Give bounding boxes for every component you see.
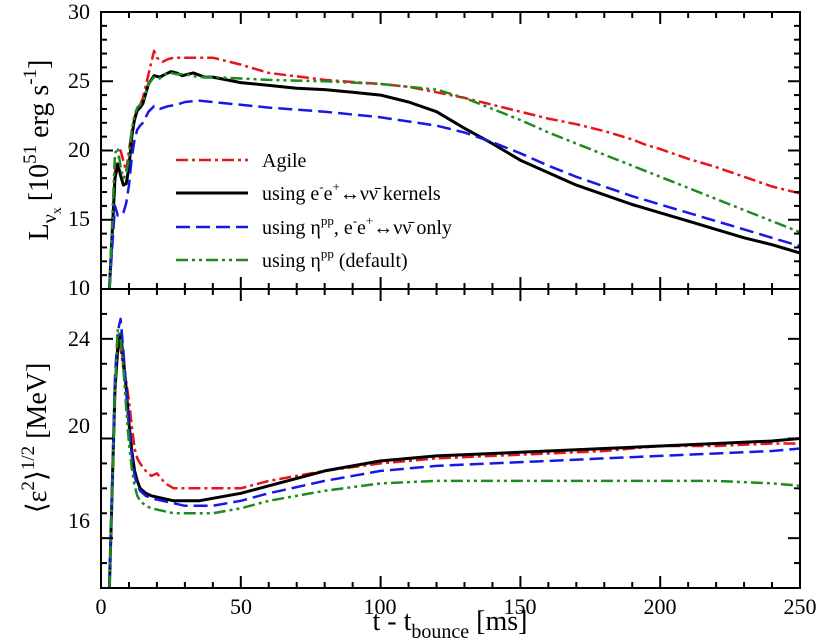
top-ytick-label-20: 20 [68, 137, 90, 162]
bottom-plot-frame [100, 288, 801, 589]
legend-kernels-plus: + [332, 179, 339, 194]
top-ylabel-bracket: [10 [24, 164, 55, 201]
top-ylabel-nu: ν [39, 214, 61, 223]
legend-etaonly-e1: e [344, 217, 353, 239]
xlabel-unit: [ms] [469, 606, 527, 637]
top-ytick-label-30: 30 [68, 0, 90, 24]
top-ylabel-minus1: -1 [20, 69, 41, 85]
bottom-ylabel-close: ⟩ [22, 470, 53, 481]
top-ylabel-exp: 51 [20, 145, 41, 164]
bottom-ylabel-sq: 2 [18, 481, 39, 491]
legend-kernels-tail: kernels [378, 183, 441, 205]
top-ytick-label-10: 10 [68, 275, 90, 300]
legend-etaonly-tail: only [411, 217, 452, 239]
bottom-ticks-group [100, 288, 801, 589]
bottom-ytick-label-20: 20 [68, 413, 90, 438]
top-panel: 10 15 20 25 30 Lνx [1051 erg s-1] Agile u… [20, 0, 801, 300]
legend-etaonly-using: using [262, 217, 310, 239]
bottom-ylabel-open: ⟨ε [22, 491, 53, 514]
xtick-label-0: 0 [96, 594, 107, 619]
legend-label-agile: Agile [262, 150, 307, 172]
legend-label-kernels: using e-e+↔νν̄ kernels [262, 179, 441, 205]
top-plot-frame [100, 11, 801, 290]
legend-etaonly-eta: η [310, 217, 320, 239]
xtick-label-100: 100 [364, 594, 397, 619]
xtick-label-250: 250 [784, 594, 817, 619]
bottom-series-line-kernels [107, 332, 800, 588]
bottom-series-line-eta-only [108, 317, 800, 588]
legend-entry-default: using ηpp (default) [176, 246, 408, 272]
top-ticks-group [100, 11, 801, 290]
legend-kernels-e2: e [324, 183, 333, 205]
xlabel: t - tbounce [ms] [373, 606, 528, 642]
legend-etaonly-pp: pp [321, 213, 334, 228]
legend-entry-kernels: using e-e+↔νν̄ kernels [176, 179, 441, 205]
top-series-line-eta-only [108, 99, 800, 289]
bottom-series-line-agile [108, 337, 800, 588]
bottom-ytick-label-16: 16 [68, 508, 90, 533]
top-ytick-label-15: 15 [68, 206, 90, 231]
legend-kernels-e1: e [310, 183, 319, 205]
legend-etaonly-minus: - [353, 213, 357, 228]
legend-entry-agile: Agile [176, 150, 307, 172]
legend-etaonly-comma: , [334, 217, 344, 239]
legend-etaonly-plus: + [366, 213, 373, 228]
xlabel-pre: t - t [373, 606, 412, 637]
legend-etaonly-e2: e [357, 217, 366, 239]
legend-etaonly-arrow: ↔νν̄ [373, 217, 415, 239]
xtick-label-200: 200 [644, 594, 677, 619]
legend-kernels-minus: - [319, 179, 323, 194]
xtick-label-50: 50 [230, 594, 252, 619]
legend-default-tail: (default) [334, 250, 408, 272]
bottom-ylabel-exp: 1/2 [18, 446, 39, 470]
top-series-line-kernels [107, 70, 800, 289]
bottom-panel: 16 20 24 ⟨ε2⟩1/2 [MeV] 0 50 100 150 200 … [18, 288, 817, 642]
legend-kernels-using: using [262, 183, 310, 205]
bottom-ytick-label-24: 24 [68, 326, 90, 351]
legend-kernels-arrow: ↔νν̄ [340, 183, 382, 205]
xlabel-sub: bounce [411, 621, 469, 642]
legend-entry-eta-only: using ηpp, e-e+↔νν̄ only [176, 213, 452, 239]
xtick-label-150: 150 [504, 594, 537, 619]
top-ylabel-unit: erg s [24, 85, 55, 145]
bottom-series-group [107, 317, 800, 588]
legend-default-using: using [262, 250, 310, 272]
top-ytick-label-25: 25 [68, 68, 90, 93]
top-series-line-default [108, 71, 800, 289]
bottom-ylabel: ⟨ε2⟩1/2 [MeV] [18, 363, 53, 514]
top-ylabel-x: x [50, 207, 65, 214]
legend-label-default: using ηpp (default) [262, 246, 408, 272]
bottom-series-line-default [108, 327, 800, 588]
top-ylabel: Lνx [1051 erg s-1] [20, 60, 65, 241]
legend-default-pp: pp [321, 246, 334, 261]
legend-default-eta: η [310, 250, 320, 272]
legend-label-eta-only: using ηpp, e-e+↔νν̄ only [262, 213, 452, 239]
top-ylabel-L: L [24, 223, 55, 240]
legend: Agile using e-e+↔νν̄ kernels using ηpp, … [176, 150, 452, 272]
bottom-ylabel-unit: [MeV] [22, 363, 53, 446]
top-series-group [107, 49, 800, 289]
top-series-line-agile [108, 49, 800, 289]
top-ylabel-close: ] [24, 60, 55, 69]
